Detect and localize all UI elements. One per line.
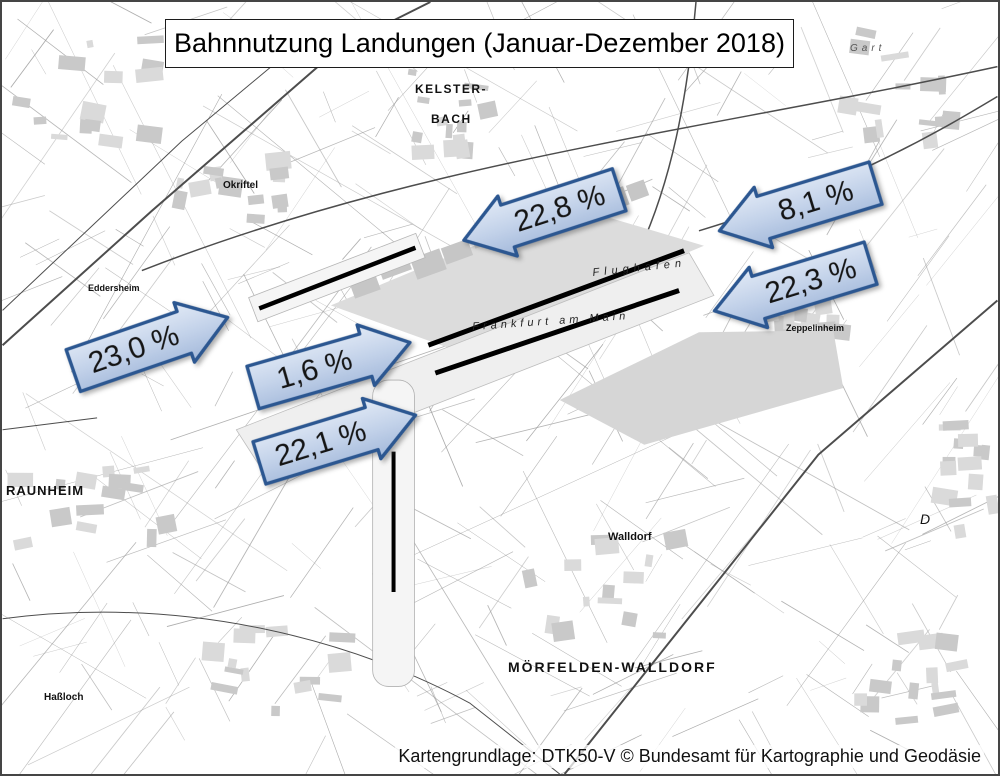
usage-arrow-center-eastward: 1,6 % [238, 308, 425, 422]
usage-arrow-east-lower-westward: 22,3 % [699, 229, 886, 345]
map-label-kelsterbach-2: BACH [431, 112, 472, 126]
block-arrow-left-icon [712, 240, 879, 330]
map-label-walldorf: Walldorf [608, 531, 652, 543]
map-label-eddersheim: Eddersheim [88, 283, 140, 293]
block-arrow-left-icon [717, 160, 884, 250]
runway-lines [258, 245, 685, 592]
map-label-gart: Gart [850, 43, 886, 54]
page-title: Bahnnutzung Landungen (Januar-Dezember 2… [174, 28, 785, 58]
usage-arrow-northwest-westward: 22,8 % [448, 156, 635, 275]
map-attribution: Kartengrundlage: DTK50-V © Bundesamt für… [395, 745, 984, 768]
map-label-hassloch: Haßloch [44, 692, 84, 703]
usage-arrow-east-upper-westward: 8,1 % [704, 149, 891, 265]
block-arrow-right-icon [245, 323, 412, 411]
title-box: Bahnnutzung Landungen (Januar-Dezember 2… [165, 19, 794, 68]
block-arrow-right-icon [251, 396, 418, 486]
runway-northwest-line [258, 245, 417, 311]
map-label-moerfelden-walldorf: MÖRFELDEN-WALLDORF [508, 659, 717, 675]
runway-south-line [434, 288, 680, 376]
map-label-kelsterbach-1: KELSTER- [415, 82, 487, 96]
block-arrow-right-icon [64, 300, 230, 394]
usage-arrow-west-eastward: 23,0 % [57, 283, 245, 404]
runway-center-line [427, 248, 685, 348]
map-label-okriftel: Okriftel [223, 180, 259, 191]
map-label-raunheim: RAUNHEIM [6, 483, 85, 498]
block-arrow-left-icon [462, 167, 628, 258]
usage-arrow-south-eastward: 22,1 % [244, 381, 431, 497]
map-label-d: D [920, 511, 931, 527]
map-label-zeppelinheim: Zeppelinheim [786, 323, 845, 333]
